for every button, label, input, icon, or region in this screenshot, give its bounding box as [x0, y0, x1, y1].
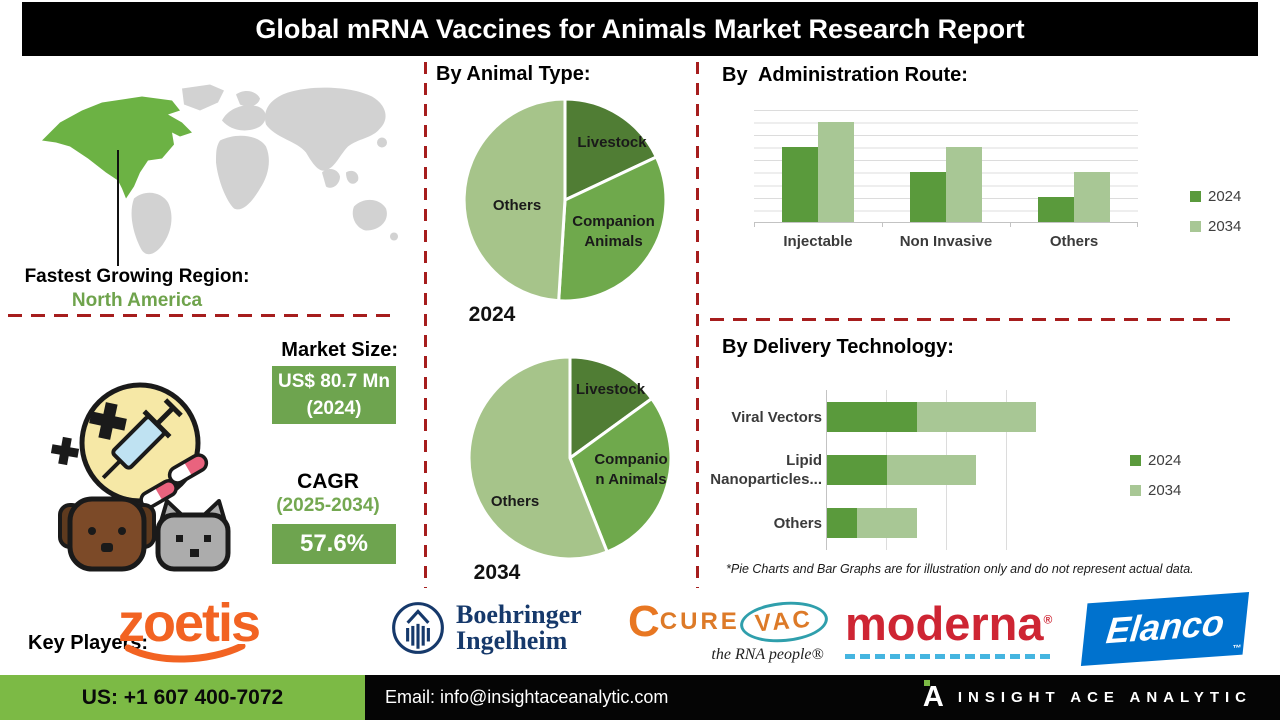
delivery-technology-heading: By Delivery Technology:	[722, 336, 954, 358]
category-injectable: Injectable	[783, 233, 853, 250]
legend-swatch-2034	[1130, 485, 1141, 496]
pets-medicine-illustration	[40, 372, 235, 584]
administration-legend: 2024 2034	[1190, 188, 1241, 248]
world-map	[22, 78, 412, 263]
segment-2034-Lipid Nanoparticles...	[886, 454, 977, 485]
divider-vertical-left	[424, 62, 427, 588]
divider-left-horizontal	[8, 314, 398, 317]
delivery-label-viral-vectors: Viral Vectors	[731, 409, 822, 426]
legend-label-2034: 2034	[1208, 218, 1242, 235]
pie-chart-2034	[467, 355, 673, 561]
hbar-viral-vectors	[827, 401, 1066, 432]
elanco-logo-text: Elanco	[1104, 601, 1227, 652]
bar-2034-Others	[1074, 172, 1110, 222]
bar-2034-Non Invasive	[946, 147, 982, 222]
legend-swatch-2034	[1190, 221, 1201, 232]
report-title: Global mRNA Vaccines for Animals Market …	[22, 2, 1258, 56]
delivery-legend: 2024 2034	[1130, 452, 1181, 512]
hbar-others	[827, 508, 1066, 539]
administration-category-labels: Injectable Non Invasive Others	[754, 233, 1138, 250]
legend-swatch-2024	[1190, 191, 1201, 202]
elanco-trademark: ™	[1231, 642, 1242, 654]
key-players-label: Key Players:	[28, 632, 149, 654]
pie-2034-slice-label-livestock: Livestock	[575, 381, 646, 398]
category-others: Others	[1049, 233, 1099, 250]
administration-axis-ticks	[754, 223, 1138, 227]
pie-2024-slice-label-livestock: Livestock	[577, 134, 647, 151]
insight-ace-analytic-logo: A INSIGHT ACE ANALYTIC	[923, 675, 1252, 720]
curevac-text-right: VAC	[738, 598, 830, 646]
pie-chart-2024	[462, 97, 668, 303]
segment-2024-Viral Vectors	[827, 401, 917, 432]
pie-2024-year-label: 2024	[468, 303, 516, 326]
cagr-value-box: 57.6%	[272, 524, 396, 564]
bar-2034-Injectable	[818, 122, 854, 222]
footer-phone: US: +1 607 400-7072	[0, 675, 365, 720]
market-size-year: (2024)	[306, 398, 362, 419]
segment-2024-Others	[827, 508, 857, 539]
market-size-heading: Market Size:	[281, 339, 398, 361]
zoetis-logo: zoetis	[118, 592, 261, 663]
curevac-text-left: CURE	[659, 608, 740, 635]
brand-name: INSIGHT ACE ANALYTIC	[957, 689, 1252, 706]
legend-label-2024: 2024	[1148, 452, 1182, 469]
moderna-dashed-line	[845, 654, 1050, 659]
curevac-big-c: C	[628, 597, 660, 646]
moderna-logo: moderna®	[845, 596, 1052, 659]
fastest-growing-region-value: North America	[71, 290, 203, 311]
category-non-invasive: Non Invasive	[899, 233, 993, 250]
curevac-logo: C CURE VAC the RNA people®	[628, 597, 830, 664]
bar-group-others	[1038, 110, 1110, 222]
legend-label-2024: 2024	[1208, 188, 1242, 205]
pie-2034-slice-label-companion: Companion Animals	[594, 451, 668, 489]
market-size-value: US$ 80.7 Mn	[278, 371, 390, 392]
segment-2034-Others	[856, 508, 917, 539]
moderna-registered-mark: ®	[1043, 612, 1053, 627]
bar-2024-Injectable	[782, 147, 818, 222]
elanco-logo: Elanco ™	[1080, 592, 1250, 666]
moderna-logo-text: moderna	[845, 597, 1044, 650]
brand-dot-icon	[923, 680, 930, 686]
pie-2034-slice-label-others: Others	[490, 493, 540, 510]
segment-2024-Lipid Nanoparticles...	[827, 454, 887, 485]
bar-2024-Non Invasive	[910, 172, 946, 222]
delivery-technology-chart	[826, 390, 1066, 550]
chart-disclaimer: *Pie Charts and Bar Graphs are for illus…	[726, 562, 1194, 576]
zoetis-logo-text: zoetis	[118, 593, 261, 653]
footer-bar: Email: info@insightaceanalytic.com A INS…	[365, 675, 1280, 720]
boehringer-logo-text: Boehringer Ingelheim	[456, 600, 582, 655]
brand-a-icon: A	[922, 681, 944, 713]
legend-label-2034: 2034	[1148, 482, 1182, 499]
market-size-value-box: US$ 80.7 Mn (2024)	[272, 366, 396, 424]
administration-route-chart	[754, 110, 1138, 223]
region-pointer-line	[117, 150, 119, 266]
curevac-tagline: the RNA people®	[711, 646, 824, 663]
bar-group-non-invasive	[910, 110, 982, 222]
boehringer-emblem-icon	[392, 602, 444, 654]
delivery-label-lipid-nanoparticles: Lipid Nanoparticles...	[710, 452, 822, 488]
fastest-growing-region-label: Fastest Growing Region:	[24, 266, 250, 287]
divider-right-horizontal	[710, 318, 1232, 321]
animal-type-heading: By Animal Type:	[436, 63, 591, 85]
cagr-period: (2025-2034)	[276, 495, 380, 516]
pie-2034-year-label: 2034	[473, 561, 521, 584]
boehringer-ingelheim-logo: Boehringer Ingelheim	[390, 600, 582, 656]
bar-2024-Others	[1038, 197, 1074, 222]
bar-group-injectable	[782, 110, 854, 222]
footer-email: Email: info@insightaceanalytic.com	[385, 687, 669, 707]
cagr-label: CAGR	[297, 470, 359, 493]
legend-swatch-2024	[1130, 455, 1141, 466]
delivery-label-others: Others	[773, 515, 822, 532]
administration-route-heading: By Administration Route:	[722, 64, 968, 86]
pie-2024-slice-label-others: Others	[492, 197, 542, 214]
divider-vertical-right	[696, 62, 699, 588]
segment-2034-Viral Vectors	[916, 401, 1037, 432]
pie-2024-slice-label-companion: Companion Animals	[572, 213, 655, 251]
hbar-lipid-nanoparticles	[827, 454, 1066, 485]
zoetis-swoosh-icon	[124, 644, 246, 663]
